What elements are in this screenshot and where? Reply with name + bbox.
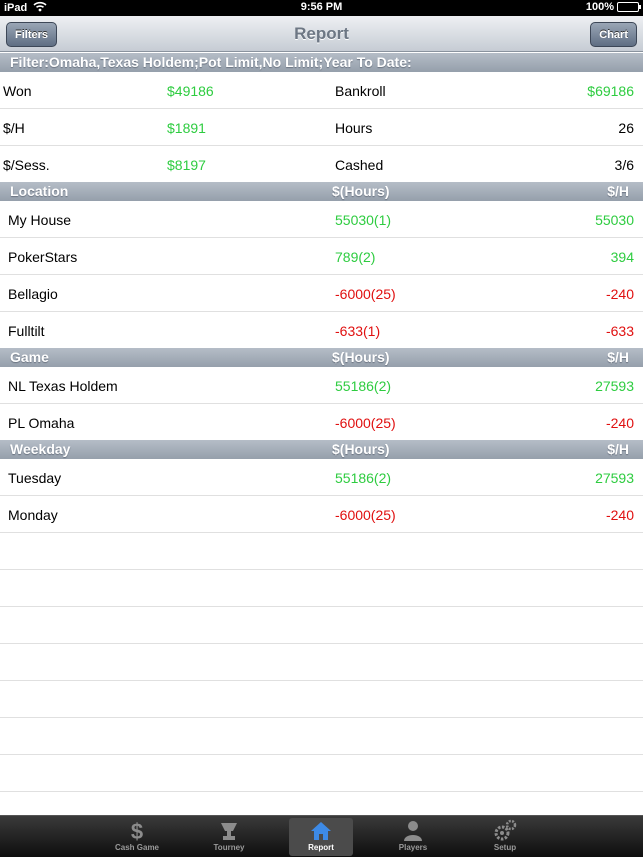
row-name: My House (8, 212, 72, 228)
row-name: Fulltilt (8, 323, 45, 339)
row-name: NL Texas Holdem (8, 378, 118, 394)
row-rate: -240 (605, 507, 634, 523)
bankroll-value: $69186 (587, 83, 634, 99)
tab-bar: $ Cash Game Tourney Report Players Setup (0, 815, 643, 857)
row-rate: -240 (605, 286, 634, 302)
per-session-value: $8197 (167, 157, 206, 173)
row-amount: -6000(25) (335, 507, 396, 523)
tab-label: Tourney (213, 843, 245, 852)
row-amount: 55186(2) (335, 378, 392, 394)
gears-icon (473, 818, 537, 844)
row-name: Bellagio (8, 286, 58, 302)
tab-label: Setup (493, 843, 517, 852)
row-name: Monday (8, 507, 58, 523)
tab-label: Players (398, 843, 428, 852)
row-rate: 394 (610, 249, 634, 265)
status-bar: iPad 9:56 PM 100% (0, 0, 643, 16)
empty-row (0, 681, 643, 718)
table-row[interactable]: Bellagio -6000(25) -240 (0, 275, 643, 312)
header-per-hour: $/H (607, 183, 629, 199)
header-location: Location (10, 183, 69, 199)
per-hour-label: $/H (3, 120, 25, 136)
table-row[interactable]: Fulltilt -633(1) -633 (0, 312, 643, 349)
hours-value: 26 (618, 120, 634, 136)
table-row[interactable]: Tuesday 55186(2) 27593 (0, 459, 643, 496)
row-amount: -633(1) (335, 323, 381, 339)
row-rate: -240 (605, 415, 634, 431)
row-rate: 55030 (595, 212, 634, 228)
cashed-value: 3/6 (614, 157, 634, 173)
game-section-header: Game $(Hours) $/H (0, 348, 643, 367)
empty-row (0, 792, 643, 815)
header-amount-hours: $(Hours) (332, 441, 390, 457)
per-session-label: $/Sess. (3, 157, 50, 173)
row-rate: 27593 (595, 378, 634, 394)
tab-players[interactable]: Players (381, 818, 445, 856)
navigation-bar: Filters Report Chart (0, 16, 643, 52)
person-icon (381, 818, 445, 844)
filters-button[interactable]: Filters (6, 22, 58, 47)
row-rate: 27593 (595, 470, 634, 486)
row-name: Tuesday (8, 470, 62, 486)
row-amount: 55030(1) (335, 212, 392, 228)
page-title: Report (294, 24, 349, 43)
tab-cash-game[interactable]: $ Cash Game (105, 818, 169, 856)
row-amount: -6000(25) (335, 415, 396, 431)
won-label: Won (3, 83, 32, 99)
header-per-hour: $/H (607, 441, 629, 457)
row-rate: -633 (605, 323, 634, 339)
battery-percent: 100% (585, 1, 614, 13)
row-amount: 789(2) (335, 249, 376, 265)
row-name: PL Omaha (8, 415, 75, 431)
tab-tourney[interactable]: Tourney (197, 818, 261, 856)
row-amount: 55186(2) (335, 470, 392, 486)
device-name: iPad (4, 2, 28, 14)
row-amount: -6000(25) (335, 286, 396, 302)
weekday-section-header: Weekday $(Hours) $/H (0, 440, 643, 459)
empty-row (0, 755, 643, 792)
tab-setup[interactable]: Setup (473, 818, 537, 856)
empty-row (0, 570, 643, 607)
tab-label: Report (308, 843, 334, 852)
summary-row: $/H $1891 Hours 26 (0, 109, 643, 146)
dollar-icon: $ (105, 818, 169, 844)
hours-label: Hours (335, 120, 373, 136)
summary-row: Won $49186 Bankroll $69186 (0, 72, 643, 109)
row-name: PokerStars (8, 249, 78, 265)
table-row[interactable]: PokerStars 789(2) 394 (0, 238, 643, 275)
filter-summary: Filter:Omaha,Texas Holdem;Pot Limit,No L… (0, 53, 643, 72)
table-row[interactable]: Monday -6000(25) -240 (0, 496, 643, 533)
table-row[interactable]: My House 55030(1) 55030 (0, 201, 643, 238)
header-amount-hours: $(Hours) (332, 183, 390, 199)
summary-row: $/Sess. $8197 Cashed 3/6 (0, 146, 643, 183)
svg-text:$: $ (131, 819, 143, 844)
location-section-header: Location $(Hours) $/H (0, 182, 643, 201)
empty-row (0, 533, 643, 570)
header-weekday: Weekday (10, 441, 71, 457)
per-hour-value: $1891 (167, 120, 206, 136)
clock: 9:56 PM (300, 1, 343, 13)
header-per-hour: $/H (607, 349, 629, 365)
empty-row (0, 718, 643, 755)
header-game: Game (10, 349, 49, 365)
wifi-icon (33, 1, 47, 15)
cashed-label: Cashed (335, 157, 384, 173)
tab-report[interactable]: Report (289, 818, 353, 856)
table-row[interactable]: NL Texas Holdem 55186(2) 27593 (0, 367, 643, 404)
bankroll-label: Bankroll (335, 83, 386, 99)
chart-button[interactable]: Chart (590, 22, 637, 47)
won-value: $49186 (167, 83, 214, 99)
empty-row (0, 607, 643, 644)
table-row[interactable]: PL Omaha -6000(25) -240 (0, 404, 643, 441)
trophy-icon (197, 818, 261, 844)
empty-row (0, 644, 643, 681)
battery-icon (617, 2, 641, 12)
header-amount-hours: $(Hours) (332, 349, 390, 365)
tab-label: Cash Game (114, 843, 160, 852)
house-icon (289, 818, 353, 844)
